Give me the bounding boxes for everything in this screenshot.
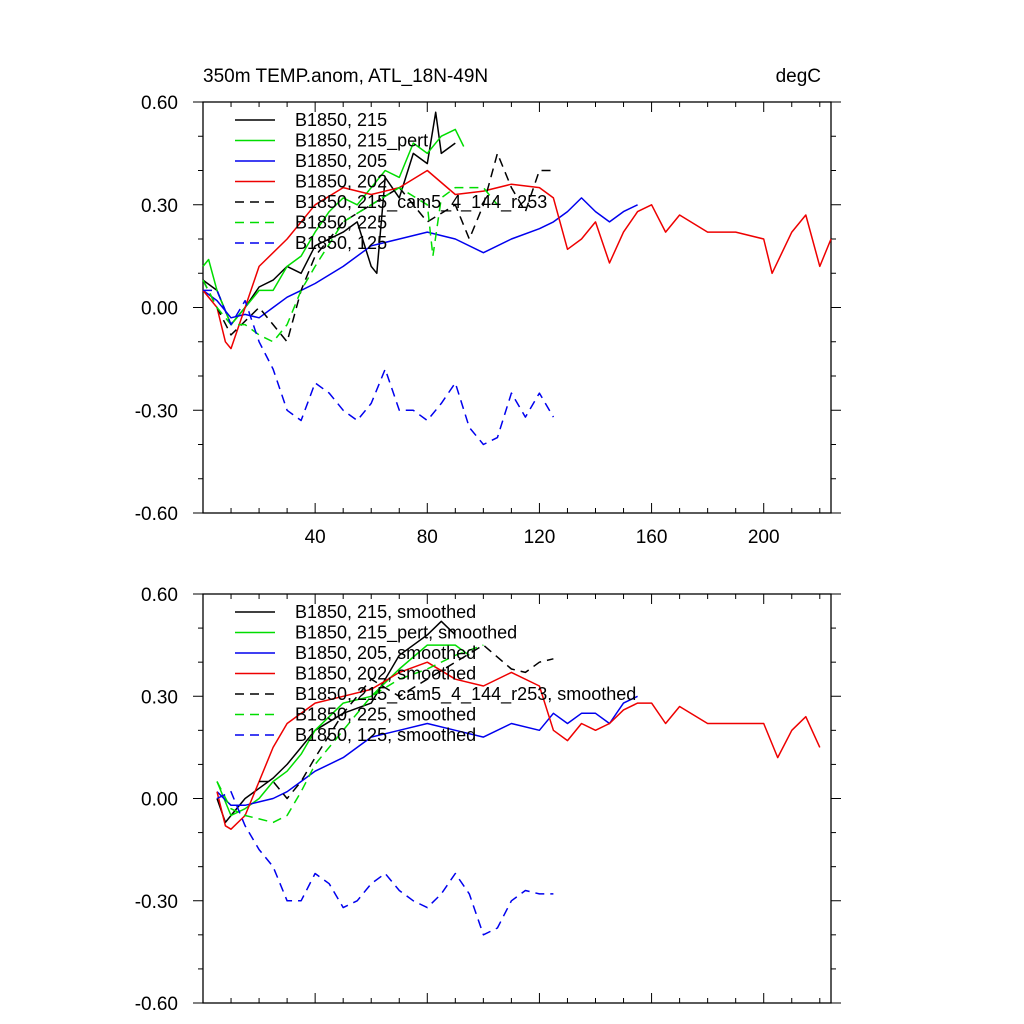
- panel2-series-line-6: [216, 644, 484, 824]
- panel1-series-line-7: [203, 289, 555, 446]
- panel1-legend-label: B1850, 202: [295, 172, 387, 192]
- panel2-y-tick-label: 0.60: [141, 585, 178, 606]
- panel1-legend-label: B1850, 205: [295, 151, 387, 171]
- panel2-series-line-7: [216, 790, 554, 936]
- panel1-y-tick-label: 0.30: [141, 196, 178, 217]
- panel2-legend-label: B1850, 225, smoothed: [295, 705, 476, 725]
- panel1-units-label: degC: [776, 66, 821, 87]
- panel2-y-tick-label: 0.30: [141, 687, 178, 708]
- panel1-legend-label: B1850, 215: [295, 110, 387, 130]
- panel1-y-tick-label: 0.00: [141, 299, 178, 320]
- panel1-y-tick-label: -0.60: [135, 504, 178, 525]
- panel1-legend-label: B1850, 215_cam5_4_144_r253: [295, 192, 547, 213]
- panel2-y-tick-label: -0.60: [135, 994, 178, 1015]
- panel2-series-line-2: [216, 644, 470, 817]
- panel2-series-line-4: [216, 661, 821, 830]
- panel1-x-tick-label: 40: [305, 527, 326, 548]
- panel2-legend-label: B1850, 215_cam5_4_144_r253, smoothed: [295, 684, 636, 705]
- panel1-x-tick-label: 120: [524, 527, 556, 548]
- panel2-legend-label: B1850, 205, smoothed: [295, 643, 476, 663]
- panel1-series-line-6: [202, 186, 498, 343]
- panel2-legend-label: B1850, 215_pert, smoothed: [295, 623, 517, 644]
- panel1-x-tick-label: 80: [417, 527, 438, 548]
- panel1-y-tick-label: 0.60: [141, 93, 178, 114]
- panel1-series-line-4: [202, 169, 832, 350]
- panel2-series-line-1: [216, 620, 456, 824]
- panel2-y-tick-label: -0.30: [135, 892, 178, 913]
- panel2-series-line-5: [259, 644, 554, 800]
- panel1-legend-label: B1850, 125: [295, 233, 387, 253]
- panel2-y-tick-label: 0.00: [141, 790, 178, 811]
- panel2-legend-label: B1850, 202, smoothed: [295, 664, 476, 684]
- panel1-series-line-2: [202, 128, 465, 326]
- panel1-y-tick-label: -0.30: [135, 401, 178, 422]
- panel2-legend-label: B1850, 125, smoothed: [295, 725, 476, 745]
- panel1-chart-title: 350m TEMP.anom, ATL_18N-49N: [203, 66, 488, 87]
- panel1-series-line-3: [202, 197, 638, 319]
- panel1-legend-label: B1850, 215_pert: [295, 131, 428, 152]
- panel1-x-tick-label: 160: [636, 527, 668, 548]
- panel1-x-tick-label: 200: [748, 527, 780, 548]
- panel2-legend-label: B1850, 215, smoothed: [295, 602, 476, 622]
- panel2-series-line-3: [216, 695, 638, 807]
- panel1-legend-label: B1850, 225: [295, 213, 387, 233]
